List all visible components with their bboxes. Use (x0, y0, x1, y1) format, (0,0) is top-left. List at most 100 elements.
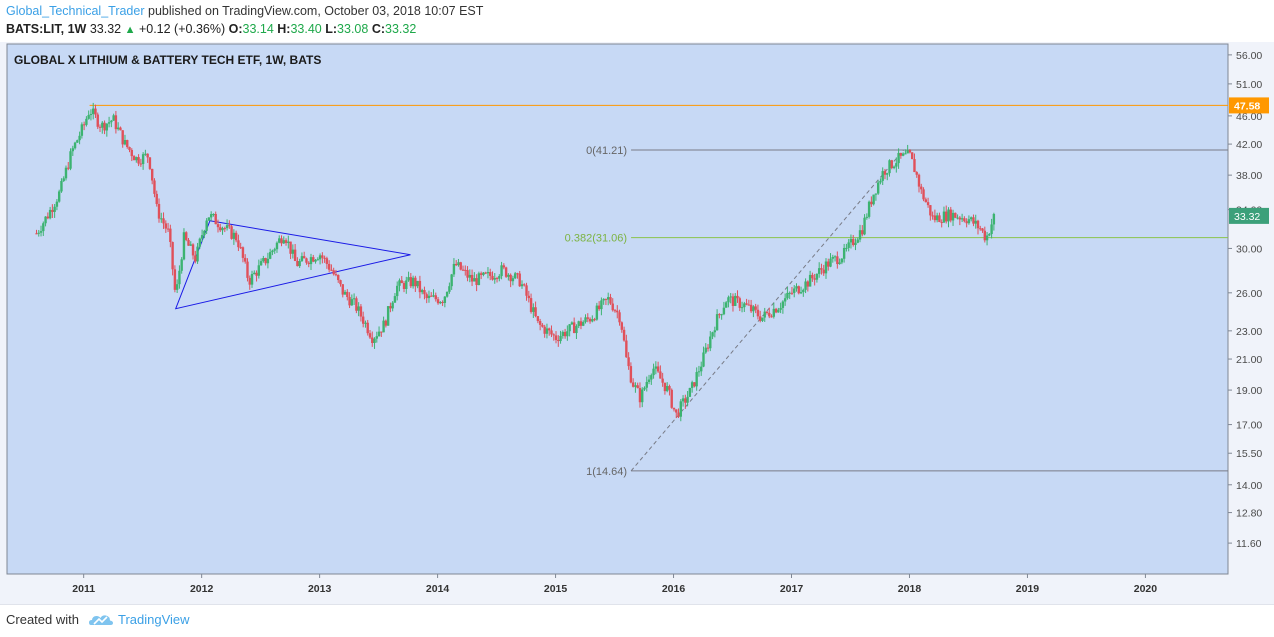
candle-body (314, 259, 317, 262)
candle-body (969, 217, 973, 220)
candle-body (591, 319, 594, 322)
candle-body (647, 379, 651, 382)
candle-body (391, 302, 394, 309)
candle-body (779, 307, 782, 310)
candle-body (858, 230, 862, 240)
candle-body (121, 130, 124, 145)
candle-body (402, 283, 406, 289)
candle-body (561, 331, 565, 336)
candle-body (296, 260, 299, 267)
candle-body (618, 312, 621, 323)
candle-body (931, 215, 934, 217)
price-tick-label: 23.00 (1236, 326, 1262, 338)
candle-body (663, 382, 667, 392)
price-chart[interactable]: GLOBAL X LITHIUM & BATTERY TECH ETF, 1W,… (0, 42, 1274, 604)
candle-body (983, 230, 986, 241)
candle-body (223, 228, 226, 230)
candle-body (829, 258, 832, 267)
publish-line: Global_Technical_Trader published on Tra… (6, 4, 483, 18)
price-badges: 47.58 33.32 (1229, 97, 1269, 224)
candle-body (409, 277, 413, 287)
candle-body (847, 242, 850, 248)
candle-body (670, 389, 673, 408)
candle-body (418, 280, 422, 293)
tradingview-brand-link[interactable]: TradingView (118, 612, 190, 627)
candle-body (833, 256, 837, 258)
candle-body (738, 298, 741, 308)
candle-body (219, 227, 222, 231)
candle-body (892, 166, 896, 169)
candle-body (817, 268, 821, 274)
candle-body (718, 314, 721, 316)
candle-body (513, 273, 517, 279)
candle-body (110, 120, 113, 123)
candle-body (191, 244, 195, 256)
candle-body (323, 257, 326, 259)
candle-body (554, 335, 558, 340)
candle-body (529, 298, 533, 312)
candle-body (820, 268, 823, 270)
price-axis[interactable]: 56.0051.0046.0042.0038.0034.0030.0026.00… (1228, 50, 1262, 550)
candle-body (430, 295, 433, 297)
candle-body (407, 277, 410, 281)
candle-body (486, 272, 490, 274)
candle-body (525, 285, 528, 296)
candle-body (516, 273, 519, 275)
created-with-text: Created with (6, 612, 79, 627)
candle-body (504, 267, 508, 277)
candle-body (888, 160, 891, 174)
candle-body (305, 258, 308, 263)
last-price: 33.32 (89, 22, 122, 36)
candle-body (942, 211, 946, 223)
candle-body (908, 150, 912, 153)
candle-body (411, 277, 415, 287)
candle-body (752, 306, 755, 312)
candle-body (232, 232, 236, 239)
candle-body (48, 209, 52, 219)
candle-body (169, 228, 172, 243)
candle-body (577, 321, 580, 327)
candle-body (425, 294, 428, 299)
candle-body (443, 296, 447, 303)
candle-body (836, 256, 839, 265)
candle-body (550, 330, 553, 335)
candle-body (672, 407, 676, 410)
candle-body (954, 212, 957, 218)
candle-body (890, 160, 893, 169)
candle-body (150, 168, 154, 181)
candle-body (700, 366, 703, 372)
fib-level-0.382-label: 0.382(31.06) (565, 233, 627, 245)
time-tick-label: 2015 (544, 583, 568, 595)
candle-body (339, 280, 342, 285)
candle-body (949, 209, 952, 221)
chart-area[interactable]: GLOBAL X LITHIUM & BATTERY TECH ETF, 1W,… (0, 42, 1274, 604)
candle-body (368, 333, 372, 338)
candle-body (64, 167, 68, 179)
resistance-price-label: 47.58 (1234, 100, 1260, 112)
candle-body (609, 297, 612, 304)
candle-body (656, 366, 660, 372)
published-text: published on TradingView.com, October 03… (148, 4, 484, 18)
candle-body (883, 171, 887, 175)
candle-body (230, 226, 233, 239)
author-link[interactable]: Global_Technical_Trader (6, 4, 145, 18)
candle-body (155, 193, 158, 204)
candle-body (822, 269, 825, 274)
candle-body (309, 257, 313, 265)
candle-body (436, 299, 440, 304)
candle-body (611, 303, 614, 311)
candle-body (132, 156, 136, 161)
candle-body (897, 152, 900, 164)
candle-body (813, 278, 816, 280)
candle-body (137, 157, 140, 164)
candle-body (248, 277, 251, 285)
candle-body (979, 228, 982, 230)
candle-body (638, 388, 642, 403)
candle-body (489, 272, 492, 276)
candle-body (797, 286, 800, 294)
candle-body (42, 223, 45, 232)
candle-body (582, 322, 585, 326)
time-axis[interactable]: 2011 2012 2013 2014 2015 2016 2017 2018 2019 2020 (72, 574, 1157, 595)
candle-body (709, 336, 712, 349)
candle-body (584, 317, 587, 323)
